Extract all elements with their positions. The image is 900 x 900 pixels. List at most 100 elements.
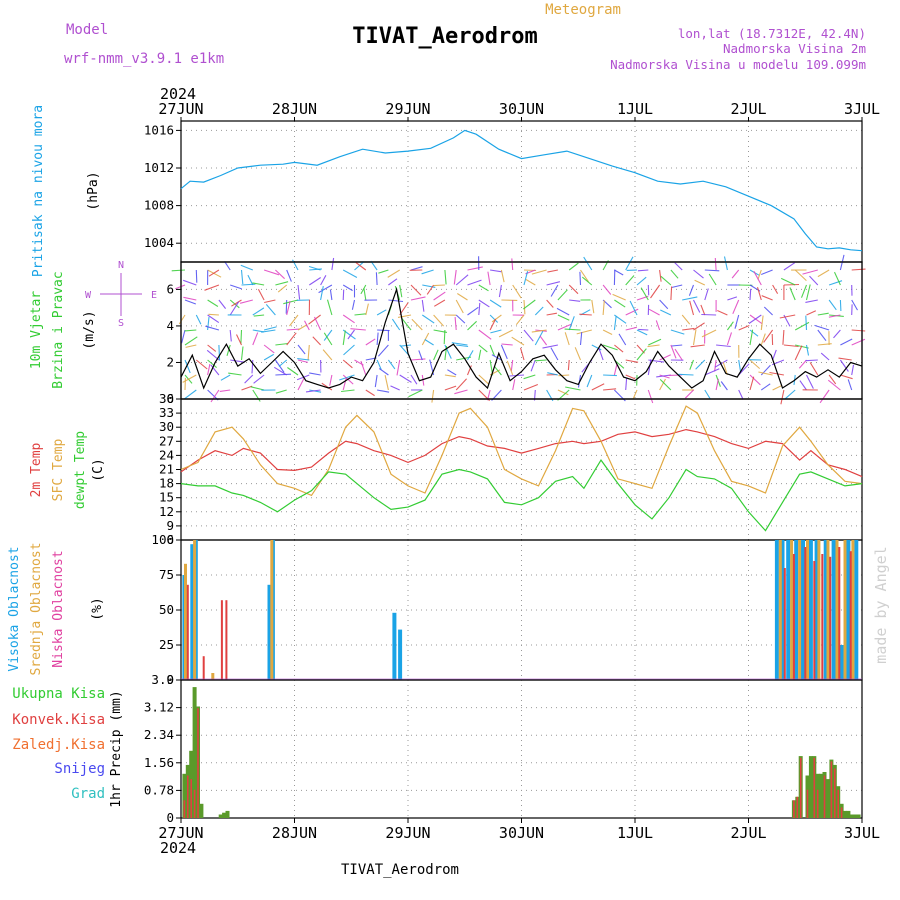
wind-barb [638, 328, 649, 331]
temp-ytick-label: 33 [159, 405, 174, 420]
wind-barb [309, 372, 321, 376]
model-name: wrf-nmm_v3.9.1 e1km [64, 51, 224, 67]
wind-ytick-label: 4 [166, 318, 174, 333]
wind-barb [779, 314, 796, 319]
wind-barb [229, 301, 240, 316]
wind-barb [491, 354, 502, 361]
clouds-ytick-label: 0 [166, 672, 174, 687]
wind-barb [184, 359, 191, 374]
wind-barb [341, 389, 355, 393]
wind-barb [494, 366, 502, 376]
wind-barb [231, 299, 242, 307]
cloud-high-bar [786, 540, 791, 680]
wind-barb [738, 359, 742, 372]
wind-barb [489, 314, 499, 323]
wind-barb [519, 347, 525, 361]
wind-barb [625, 275, 635, 286]
cloud-mid-bar [193, 540, 197, 680]
wind-barb [399, 284, 403, 298]
date-label-top: 3JUL [844, 100, 880, 118]
wind-barb [377, 389, 390, 393]
wind-barb [360, 360, 367, 376]
wind-barb [418, 350, 423, 361]
wind-barb [827, 379, 841, 391]
wind-barb [263, 353, 274, 361]
station-title: TIVAT_Aerodrom [352, 24, 537, 49]
wind-barb [531, 269, 547, 275]
precip-conv-bar [816, 789, 819, 818]
wind-barb [564, 328, 581, 331]
precip-conv-bar [183, 800, 186, 818]
wind-barb [530, 359, 536, 372]
wind-barb [275, 373, 292, 376]
wind-barb [455, 378, 468, 391]
wind-barb [598, 348, 604, 361]
wind-barb [511, 336, 525, 346]
wind-barb [749, 376, 755, 391]
wind-barb [433, 314, 445, 327]
wind-barb [581, 276, 593, 286]
wind-barb [618, 333, 627, 346]
wind-ylabel-2: Brzina i Pravac [51, 271, 66, 388]
wind-barb [806, 374, 814, 389]
cloud-mid-bar [851, 540, 855, 680]
wind-barb [629, 300, 638, 316]
wind-barb [769, 371, 784, 376]
wind-barb [228, 372, 242, 376]
wind-barb [602, 344, 618, 351]
wind-barb [252, 332, 259, 346]
wind-barb [659, 379, 672, 391]
wind-barb [195, 314, 202, 325]
wind-barb [355, 262, 367, 271]
cloud-mid-bar [184, 563, 187, 680]
temp-unit-label: (C) [91, 458, 106, 481]
precip-conv-bar [796, 796, 799, 818]
wind-barb [183, 279, 197, 286]
wind-barb [851, 299, 858, 311]
clouds-ytick-label: 50 [159, 602, 174, 617]
wind-barb [640, 287, 649, 301]
wind-barb [297, 377, 305, 391]
wind-barb [708, 273, 717, 286]
wind-barb [670, 344, 677, 359]
cloud-panel: 0 25 50 75 100 Visoka Oblacnost Srednja Oblacn… [7, 532, 863, 687]
wind-barb [557, 314, 570, 321]
wind-barb [632, 389, 638, 400]
wind-barb [817, 312, 829, 316]
wind-barb [758, 371, 773, 376]
wind-barb [195, 359, 208, 370]
wind-barb [723, 256, 728, 271]
wind-barb [376, 309, 387, 316]
wind-barb [636, 329, 648, 336]
wind-barb [184, 329, 197, 332]
wind-barb [684, 389, 694, 399]
wind-barb [564, 332, 570, 346]
precip-conv-bar [837, 789, 839, 818]
cloud-low-bar [838, 547, 841, 680]
wind-barb [614, 344, 624, 353]
cloud-mid-bar [790, 540, 794, 680]
cloud-high-ylabel: Visoka Oblacnost [7, 546, 22, 671]
wind-barb [727, 296, 738, 301]
wind-barb [250, 386, 265, 391]
wind-barb [320, 275, 327, 286]
wind-barb [305, 389, 321, 393]
wind-barb [347, 329, 355, 340]
temp2m-line [180, 428, 863, 478]
wind-barb [329, 374, 333, 386]
wind-barb [568, 284, 579, 295]
wind-barb [625, 378, 628, 391]
wind-barb [515, 314, 525, 326]
wind-barb [760, 269, 773, 276]
wind-barb [365, 338, 376, 346]
wind-barb [240, 264, 254, 271]
wind-barb [625, 374, 636, 380]
pressure-line [180, 129, 863, 252]
wind-barb [184, 336, 198, 346]
wind-panel: 0 2 4 6 10m Vjetar Brzina i Pravac (m/s) W E N S [29, 254, 866, 406]
precip-total-bar [849, 814, 854, 818]
clouds-ytick-label: 25 [159, 637, 174, 652]
wind-barb [342, 330, 346, 346]
